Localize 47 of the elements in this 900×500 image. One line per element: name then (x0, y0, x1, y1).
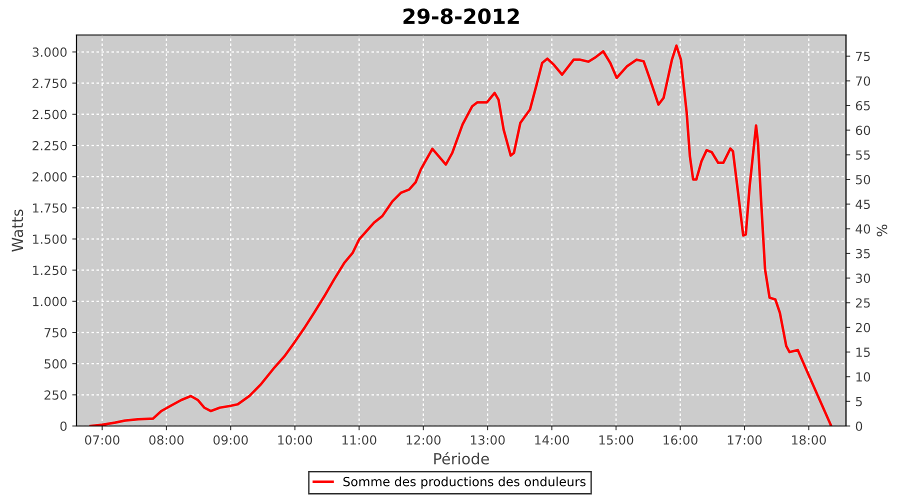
y2-tick-label: 30 (856, 274, 870, 284)
x-tick-label: 11:00 (342, 435, 376, 445)
x-tick-label: 12:00 (406, 435, 441, 445)
y-tick-label: 2.000 (32, 172, 67, 182)
y-tick-label: 250 (44, 390, 67, 400)
y2-tick-label: 10 (856, 372, 870, 382)
y2-tick-label: 50 (856, 174, 870, 184)
y-tick-label: 1.500 (33, 234, 67, 244)
x-tick-label: 07:00 (85, 435, 120, 445)
y2-tick-label: 60 (856, 126, 870, 136)
y-axis-title: Watts (12, 210, 24, 252)
y2-tick-label: 20 (856, 322, 870, 332)
y2-tick-label: 35 (856, 248, 870, 258)
line-series (89, 44, 832, 426)
legend-label: Somme des productions des onduleurs (343, 476, 586, 489)
x-tick-label: 13:00 (470, 435, 505, 445)
y2-tick-label: 75 (856, 52, 870, 62)
y2-tick-label: 25 (856, 298, 870, 308)
x-tick-label: 15:00 (599, 435, 634, 445)
y2-tick-label: 65 (856, 100, 870, 110)
y-tick-label: 2.750 (32, 78, 67, 88)
y-tick-label: 1.250 (33, 266, 67, 276)
x-tick-label: 14:00 (535, 435, 569, 445)
x-tick-label: 16:00 (664, 435, 698, 445)
x-tick-label: 17:00 (728, 435, 762, 445)
y-tick-label: 2.250 (32, 140, 67, 150)
x-tick-label: 09:00 (213, 435, 248, 445)
y-tick-label: 1.750 (33, 203, 67, 213)
y-tick-label: 3.000 (32, 47, 67, 57)
y2-tick-label: 70 (856, 76, 870, 86)
y-tick-label: 500 (44, 359, 67, 369)
y-tick-label: 1.000 (33, 296, 67, 306)
x-tick-label: 18:00 (792, 435, 826, 445)
y-tick-label: 0 (60, 421, 67, 431)
y2-tick-label: 55 (856, 150, 870, 160)
y-tick-label: 2.500 (32, 110, 67, 120)
y2-tick-label: 0 (856, 421, 862, 431)
y2-axis-title: % (876, 224, 888, 236)
x-axis-title: Période (434, 452, 489, 465)
x-tick-label: 08:00 (149, 435, 184, 445)
y-tick-label: 750 (44, 328, 67, 338)
y2-tick-label: 40 (856, 224, 870, 234)
y2-tick-label: 45 (856, 200, 870, 210)
y2-tick-label: 5 (856, 396, 862, 406)
y2-tick-label: 15 (856, 348, 870, 357)
x-tick-label: 10:00 (278, 435, 312, 445)
chart-title: 29-8-2012 (404, 8, 519, 24)
